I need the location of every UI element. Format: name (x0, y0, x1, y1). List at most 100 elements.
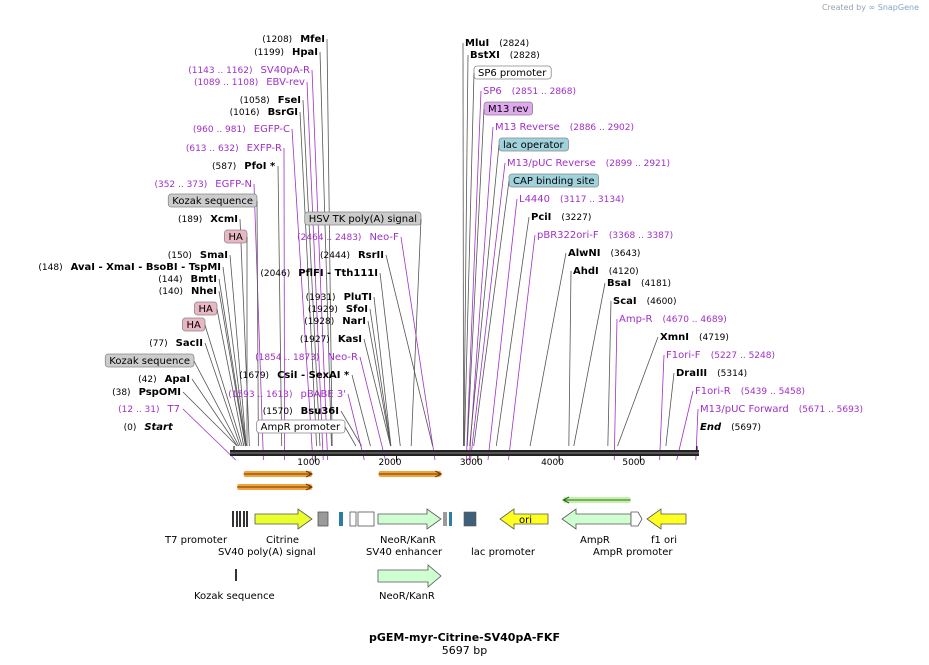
label-coord: (352 .. 373) (154, 180, 207, 190)
small-grey-box (443, 512, 447, 526)
leader-line (464, 72, 475, 447)
label-coord: (4600) (647, 297, 677, 307)
label-box-20: Kozak sequence (104, 353, 240, 447)
feature-box-label: lac operator (503, 140, 564, 151)
label-coord: (1570) (263, 407, 293, 417)
label-name: SP6 (483, 86, 502, 97)
label-coord: (150) (168, 251, 192, 261)
f1ori-label: f1 ori (651, 535, 677, 546)
leader-line (607, 300, 612, 447)
label-primer-65: (5227 .. 5248) F1ori-F (659, 350, 775, 461)
label-enzyme-27: (2444) RsrII (320, 250, 434, 447)
label-coord: (1089 .. 1108) (194, 78, 258, 88)
label-enzyme-57: (3227) PciI (495, 212, 591, 447)
label-name: Start (144, 422, 174, 433)
label-name: BsaI (607, 278, 631, 289)
label-coord: (4120) (609, 267, 639, 277)
label-coord: (3117 .. 3134) (560, 195, 624, 205)
label-coord: (2824) (499, 39, 529, 49)
label-enzyme-62: (4600) ScaI (607, 296, 677, 447)
label-name: PspOMI (139, 387, 181, 398)
leader-line (676, 390, 694, 461)
neo-arrow-2 (377, 564, 442, 588)
label-box-18: HA (182, 317, 243, 447)
label-coord: (4181) (641, 279, 671, 289)
label-name: T7 (167, 404, 180, 415)
label-name: L4440 (519, 194, 550, 205)
leader-line (487, 198, 518, 461)
leader-line (363, 338, 391, 447)
label-enzyme-28: (2046) PflFI - Tth111I (260, 268, 401, 447)
leader-line (410, 218, 422, 447)
label-name: M13/pUC Reverse (507, 158, 596, 169)
ruler-tick-label: 2000 (379, 458, 402, 468)
label-name: Neo-F (369, 232, 399, 243)
label-name: MfeI (300, 34, 325, 45)
leader-line (218, 290, 246, 447)
leader-line (462, 42, 464, 447)
snapgene-credit[interactable]: Created by ∞ SnapGene (822, 3, 919, 12)
kozak-label: Kozak sequence (194, 591, 275, 602)
f1ori-arrow (646, 508, 687, 530)
label-enzyme-29: (1931) PluTI (306, 292, 392, 447)
label-coord: (3643) (611, 249, 641, 259)
label-name: pBABE 3' (300, 389, 346, 400)
leader-line (204, 342, 241, 447)
leader-line (344, 426, 357, 447)
label-coord: (3368 .. 3387) (609, 231, 673, 241)
neo-arrow (377, 508, 442, 530)
leader-line (568, 270, 572, 447)
leader-line (573, 282, 606, 447)
label-coord: (2464 .. 2483) (297, 233, 361, 243)
lac-promoter-label: lac promoter (471, 547, 536, 558)
label-primer-58: (3368 .. 3387) pBR322ori-F (508, 230, 673, 461)
label-coord: (189) (178, 215, 202, 225)
feature-box-10 (167, 193, 258, 208)
label-enzyme-66: (5314) DraIII (665, 368, 747, 447)
ampr-label: AmpR (580, 535, 610, 546)
leader-line (204, 324, 243, 447)
label-enzyme-61: (4181) BsaI (573, 278, 671, 447)
orf-arrow (305, 470, 314, 478)
label-coord: (1058) (240, 96, 270, 106)
leader-line (359, 356, 386, 461)
label-coord: (2851 .. 2868) (512, 87, 576, 97)
leader-line (469, 144, 500, 447)
label-coord: (2046) (260, 269, 290, 279)
leader-line (367, 320, 392, 447)
label-box-37: AmpR promoter (256, 419, 357, 447)
leader-line (470, 162, 506, 461)
label-end-24: (0) Start (124, 422, 174, 433)
kozak-tick (235, 569, 237, 581)
leader-line (659, 354, 665, 461)
label-name: RsrII (358, 250, 384, 261)
label-coord: (5671 .. 5693) (799, 405, 863, 415)
label-name: AhdI (573, 266, 599, 277)
feature-box-label: HA (198, 304, 213, 315)
leader-line (508, 234, 536, 461)
citrine-label: Citrine (266, 535, 299, 546)
feature-tick (243, 511, 245, 527)
label-name: XmnI (660, 332, 689, 343)
label-coord: (2444) (320, 251, 350, 261)
label-coord: (1143 .. 1162) (188, 66, 252, 76)
label-coord: (148) (38, 263, 62, 273)
label-coord: (587) (212, 162, 236, 172)
feature-box-12 (224, 229, 248, 244)
label-name: AlwNI (568, 248, 601, 259)
leader-line (256, 200, 259, 447)
leader-line (473, 180, 510, 447)
small-box (349, 511, 357, 527)
ori-arrow (499, 508, 549, 530)
label-box-49: SP6 promoter (464, 65, 552, 447)
label-coord: (1016) (230, 108, 260, 118)
ruler-tick-label: 1000 (297, 458, 320, 468)
neo-label-2: NeoR/KanR (379, 591, 435, 602)
label-name: SfoI (346, 304, 368, 315)
leader-line (216, 308, 245, 447)
label-name: XcmI (210, 214, 238, 225)
feature-box-label: SP6 promoter (478, 68, 547, 79)
label-enzyme-21: (42) ApaI (138, 374, 238, 447)
label-coord: (1928) (304, 317, 334, 327)
feature-box-label: AmpR promoter (261, 422, 341, 433)
